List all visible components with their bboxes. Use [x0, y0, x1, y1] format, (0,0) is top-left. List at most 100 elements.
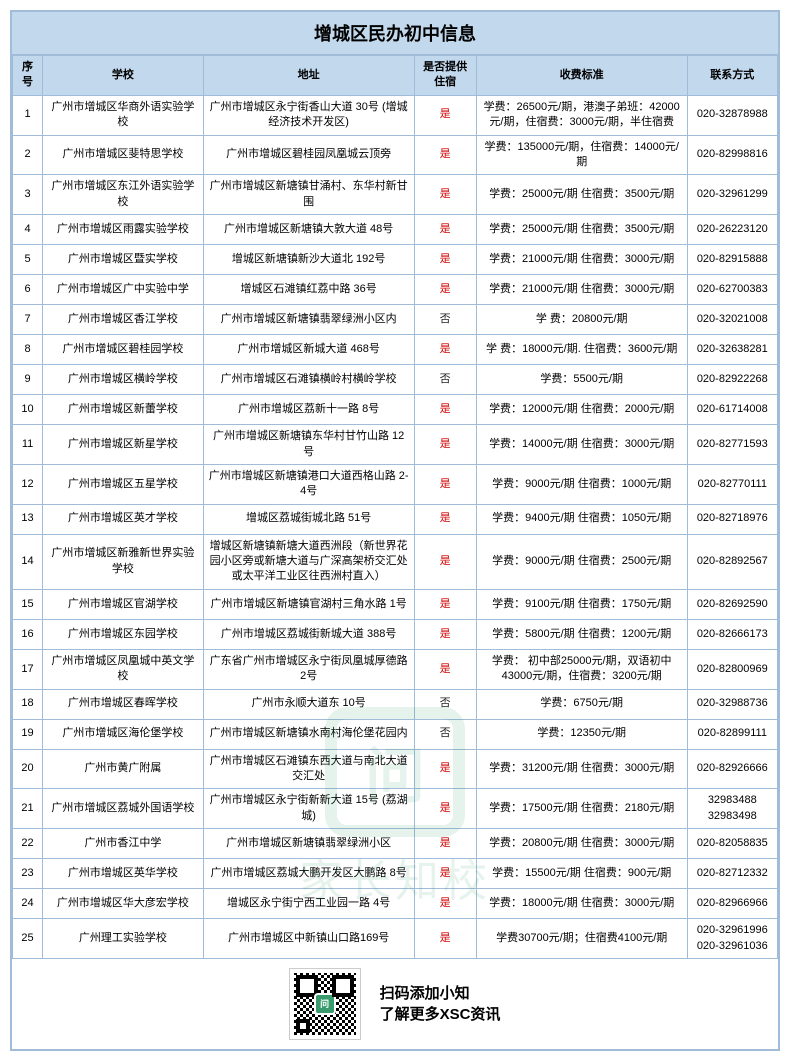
cell-school: 广州市增城区东江外语实验学校 — [43, 175, 204, 215]
cell-contact: 020-32988736 — [687, 689, 777, 719]
table-row: 4广州市增城区雨露实验学校广州市增城区新塘镇大敦大道 48号是学费：25000元… — [13, 215, 778, 245]
cell-address: 广州市增城区荔城街新城大道 388号 — [203, 619, 414, 649]
cell-fee: 学费：9100元/期 住宿费：1750元/期 — [476, 589, 687, 619]
table-row: 24广州市增城区华大彦宏学校增城区永宁街宁西工业园一路 4号是学费：18000元… — [13, 889, 778, 919]
page-title: 增城区民办初中信息 — [12, 12, 778, 55]
cell-school: 广州市黄广附属 — [43, 749, 204, 789]
cell-address: 广州市增城区新塘镇甘涌村、东华村新甘围 — [203, 175, 414, 215]
cell-contact: 020-61714008 — [687, 395, 777, 425]
cell-address: 广州市增城区荔新十一路 8号 — [203, 395, 414, 425]
cell-boarding: 是 — [414, 175, 476, 215]
cell-address: 广州市增城区新塘镇翡翠绿洲小区 — [203, 829, 414, 859]
cell-num: 25 — [13, 919, 43, 959]
cell-contact: 020-82966966 — [687, 889, 777, 919]
cell-contact: 020-82800969 — [687, 649, 777, 689]
cell-num: 8 — [13, 335, 43, 365]
table-row: 10广州市增城区新蕾学校广州市增城区荔新十一路 8号是学费：12000元/期 住… — [13, 395, 778, 425]
cell-address: 广州市增城区新城大道 468号 — [203, 335, 414, 365]
cell-school: 广州市增城区新蕾学校 — [43, 395, 204, 425]
cell-fee: 学费：9000元/期 住宿费：2500元/期 — [476, 534, 687, 589]
cell-boarding: 是 — [414, 919, 476, 959]
cell-address: 广州市增城区荔城大鹏开发区大鹏路 8号 — [203, 859, 414, 889]
cell-boarding: 是 — [414, 275, 476, 305]
cell-num: 5 — [13, 245, 43, 275]
cell-contact: 020-26223120 — [687, 215, 777, 245]
cell-school: 广州市增城区荔城外国语学校 — [43, 789, 204, 829]
cell-contact: 020-62700383 — [687, 275, 777, 305]
cell-fee: 学费：25000元/期 住宿费：3500元/期 — [476, 175, 687, 215]
cell-fee: 学费：135000元/期，住宿费：14000元/期 — [476, 135, 687, 175]
cell-boarding: 是 — [414, 215, 476, 245]
cell-num: 4 — [13, 215, 43, 245]
cell-school: 广州市增城区暨实学校 — [43, 245, 204, 275]
cell-boarding: 否 — [414, 689, 476, 719]
cell-contact: 32983488 32983498 — [687, 789, 777, 829]
cell-contact: 020-32961996 020-32961036 — [687, 919, 777, 959]
cell-boarding: 是 — [414, 135, 476, 175]
cell-fee: 学费：12350元/期 — [476, 719, 687, 749]
cell-num: 11 — [13, 425, 43, 465]
cell-num: 12 — [13, 464, 43, 504]
cell-address: 广州市永顺大道东 10号 — [203, 689, 414, 719]
cell-school: 广州市增城区春晖学校 — [43, 689, 204, 719]
cell-fee: 学费：26500元/期，港澳子弟班：42000元/期，住宿费：3000元/期，半… — [476, 95, 687, 135]
cell-fee: 学费：15500元/期 住宿费：900元/期 — [476, 859, 687, 889]
cell-school: 广州市增城区五星学校 — [43, 464, 204, 504]
table-row: 14广州市增城区新雅新世界实验学校增城区新塘镇新塘大道西洲段（新世界花园小区旁或… — [13, 534, 778, 589]
footer-line1: 扫码添加小知 — [380, 983, 501, 1004]
cell-boarding: 是 — [414, 829, 476, 859]
cell-school: 广州市增城区凤凰城中英文学校 — [43, 649, 204, 689]
table-row: 3广州市增城区东江外语实验学校广州市增城区新塘镇甘涌村、东华村新甘围是学费：25… — [13, 175, 778, 215]
cell-boarding: 是 — [414, 425, 476, 465]
cell-address: 广州市增城区中新镇山口路169号 — [203, 919, 414, 959]
table-row: 5广州市增城区暨实学校增城区新塘镇新沙大道北 192号是学费：21000元/期 … — [13, 245, 778, 275]
cell-boarding: 是 — [414, 859, 476, 889]
table-row: 13广州市增城区英才学校增城区荔城街城北路 51号是学费：9400元/期 住宿费… — [13, 504, 778, 534]
cell-num: 1 — [13, 95, 43, 135]
footer-text: 扫码添加小知 了解更多XSC资讯 — [380, 983, 501, 1025]
cell-contact: 020-82771593 — [687, 425, 777, 465]
table-row: 16广州市增城区东园学校广州市增城区荔城街新城大道 388号是学费：5800元/… — [13, 619, 778, 649]
schools-table: 序号 学校 地址 是否提供住宿 收费标准 联系方式 1广州市增城区华商外语实验学… — [12, 55, 778, 959]
table-row: 9广州市增城区横岭学校广州市增城区石滩镇横岭村横岭学校否学费：5500元/期02… — [13, 365, 778, 395]
cell-school: 广州市增城区广中实验中学 — [43, 275, 204, 305]
cell-school: 广州市增城区华大彦宏学校 — [43, 889, 204, 919]
cell-school: 广州市增城区英华学校 — [43, 859, 204, 889]
cell-boarding: 是 — [414, 589, 476, 619]
table-row: 22广州市香江中学广州市增城区新塘镇翡翠绿洲小区是学费：20800元/期 住宿费… — [13, 829, 778, 859]
cell-fee: 学费：18000元/期 住宿费：3000元/期 — [476, 889, 687, 919]
cell-contact: 020-82926666 — [687, 749, 777, 789]
cell-address: 广东省广州市增城区永宁街凤凰城厚德路 2号 — [203, 649, 414, 689]
cell-address: 增城区新塘镇新塘大道西洲段（新世界花园小区旁或新塘大道与广深高架桥交汇处或太平洋… — [203, 534, 414, 589]
cell-boarding: 是 — [414, 464, 476, 504]
table-row: 7广州市增城区香江学校广州市增城区新塘镇翡翠绿洲小区内否学 费：20800元/期… — [13, 305, 778, 335]
cell-num: 17 — [13, 649, 43, 689]
cell-address: 增城区永宁街宁西工业园一路 4号 — [203, 889, 414, 919]
cell-contact: 020-82666173 — [687, 619, 777, 649]
cell-boarding: 是 — [414, 504, 476, 534]
cell-contact: 020-32961299 — [687, 175, 777, 215]
cell-num: 18 — [13, 689, 43, 719]
table-row: 12广州市增城区五星学校广州市增城区新塘镇港口大道西格山路 2-4号是学费：90… — [13, 464, 778, 504]
cell-fee: 学费：25000元/期 住宿费：3500元/期 — [476, 215, 687, 245]
table-row: 17广州市增城区凤凰城中英文学校广东省广州市增城区永宁街凤凰城厚德路 2号是学费… — [13, 649, 778, 689]
cell-address: 广州市增城区石滩镇东西大道与南北大道交汇处 — [203, 749, 414, 789]
table-row: 6广州市增城区广中实验中学增城区石滩镇红荔中路 36号是学费：21000元/期 … — [13, 275, 778, 305]
cell-address: 广州市增城区新塘镇水南村海伦堡花园内 — [203, 719, 414, 749]
table-row: 2广州市增城区斐特思学校广州市增城区碧桂园凤凰城云顶旁是学费：135000元/期… — [13, 135, 778, 175]
table-row: 21广州市增城区荔城外国语学校广州市增城区永宁街新新大道 15号 (荔湖城)是学… — [13, 789, 778, 829]
cell-school: 广州市增城区横岭学校 — [43, 365, 204, 395]
table-row: 8广州市增城区碧桂园学校广州市增城区新城大道 468号是学 费：18000元/期… — [13, 335, 778, 365]
cell-school: 广州市香江中学 — [43, 829, 204, 859]
document-container: 增城区民办初中信息 序号 学校 地址 是否提供住宿 收费标准 联系方式 1广州市… — [10, 10, 780, 1051]
cell-address: 广州市增城区新塘镇港口大道西格山路 2-4号 — [203, 464, 414, 504]
cell-school: 广州市增城区雨露实验学校 — [43, 215, 204, 245]
cell-fee: 学费：9000元/期 住宿费：1000元/期 — [476, 464, 687, 504]
cell-fee: 学费：6750元/期 — [476, 689, 687, 719]
cell-contact: 020-32021008 — [687, 305, 777, 335]
cell-num: 3 — [13, 175, 43, 215]
cell-address: 广州市增城区永宁街香山大道 30号 (增城经济技术开发区) — [203, 95, 414, 135]
table-row: 25广州理工实验学校广州市增城区中新镇山口路169号是学费30700元/期；住宿… — [13, 919, 778, 959]
cell-boarding: 否 — [414, 305, 476, 335]
cell-school: 广州理工实验学校 — [43, 919, 204, 959]
